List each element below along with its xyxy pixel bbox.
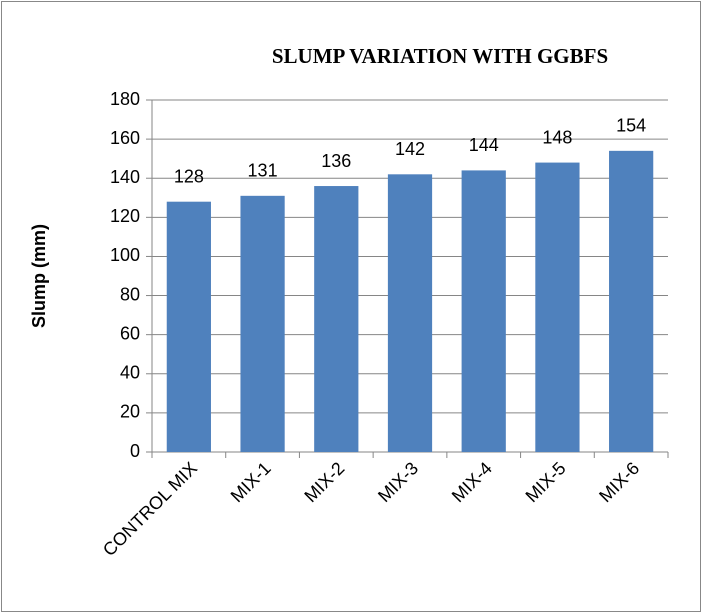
data-label: 131 <box>248 161 278 181</box>
bar <box>609 150 654 452</box>
y-tick-label: 0 <box>130 441 140 461</box>
data-label: 154 <box>616 116 646 136</box>
y-tick-label: 80 <box>120 284 140 304</box>
data-label: 144 <box>469 135 499 155</box>
y-tick-label: 40 <box>120 363 140 383</box>
y-tick-label: 140 <box>110 167 140 187</box>
y-tick-label: 160 <box>110 128 140 148</box>
data-label: 148 <box>542 127 572 147</box>
bar <box>240 195 285 453</box>
data-label: 142 <box>395 139 425 159</box>
y-axis-label: Slump (mm) <box>29 224 49 328</box>
y-tick-label: 120 <box>110 206 140 226</box>
y-tick-label: 20 <box>120 402 140 422</box>
bar <box>314 186 359 453</box>
chart-title: SLUMP VARIATION WITH GGBFS <box>272 44 608 68</box>
data-label: 128 <box>174 166 204 186</box>
bar <box>461 170 506 452</box>
y-tick-label: 60 <box>120 323 140 343</box>
bar <box>387 174 433 453</box>
bar <box>535 162 580 453</box>
y-tick-label: 180 <box>110 89 140 109</box>
bar <box>166 201 211 452</box>
y-tick-label: 100 <box>110 245 140 265</box>
data-label: 136 <box>321 151 351 171</box>
